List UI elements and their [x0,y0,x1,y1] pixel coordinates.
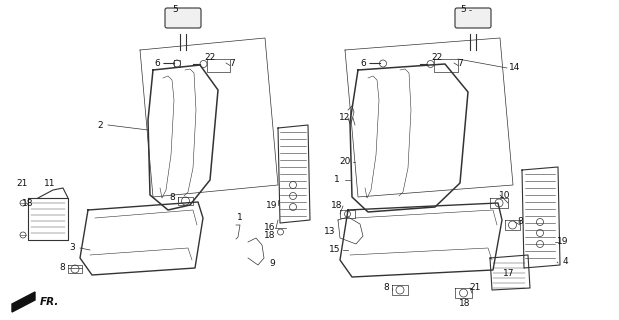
Text: 8: 8 [517,218,523,227]
Text: 4: 4 [562,258,568,267]
Text: 3: 3 [69,244,75,252]
Text: 11: 11 [44,179,56,188]
Text: 14: 14 [509,63,521,73]
Text: FR.: FR. [40,297,59,307]
Text: 15: 15 [329,245,340,254]
Text: 18: 18 [459,299,471,308]
Text: 5: 5 [172,5,178,14]
Text: 19: 19 [557,237,569,246]
Text: 9: 9 [269,259,275,268]
Text: 18: 18 [264,230,275,239]
Text: 17: 17 [503,268,515,277]
Text: 1: 1 [237,213,243,222]
Text: 8: 8 [169,194,175,203]
Text: 1: 1 [334,175,340,185]
Text: 19: 19 [266,201,278,210]
Text: 16: 16 [264,223,275,233]
Text: 6: 6 [154,59,160,68]
Text: 8: 8 [59,263,65,273]
Text: 18: 18 [331,202,343,211]
Text: 7: 7 [229,59,235,68]
Text: 21: 21 [16,179,28,188]
Text: 6: 6 [360,59,366,68]
Text: 12: 12 [339,114,351,123]
Text: 21: 21 [469,284,481,292]
Text: 13: 13 [324,228,335,236]
Text: 7: 7 [457,59,463,68]
Text: 20: 20 [339,157,351,166]
Text: 22: 22 [204,53,215,62]
Text: 5: 5 [460,5,466,14]
FancyBboxPatch shape [165,8,201,28]
Polygon shape [12,292,35,312]
Text: 22: 22 [431,53,443,62]
Text: 18: 18 [22,198,34,207]
FancyBboxPatch shape [455,8,491,28]
Text: 8: 8 [383,284,389,292]
Text: 10: 10 [500,190,511,199]
Text: 2: 2 [97,121,103,130]
